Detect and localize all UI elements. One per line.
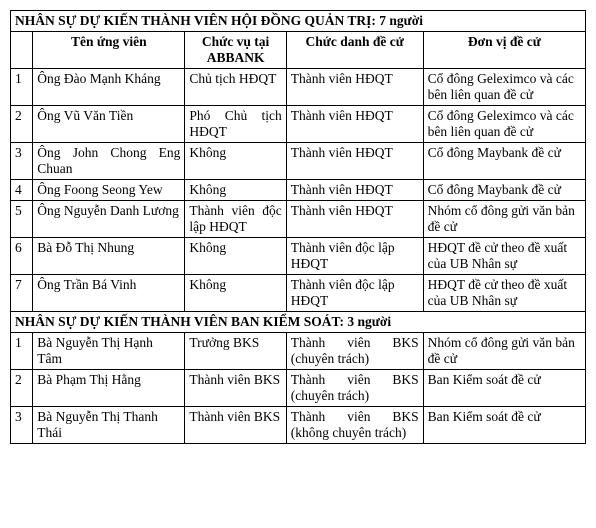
table-row: 2Bà Phạm Thị HằngThành viên BKSThành viê…: [11, 370, 586, 407]
cell-unit: HĐQT đề cử theo đề xuất của UB Nhân sự: [423, 238, 585, 275]
col-position-header: Chức vụ tại ABBANK: [185, 32, 286, 69]
col-name-header: Tên ứng viên: [33, 32, 185, 69]
cell-title: Thành viên HĐQT: [286, 106, 423, 143]
section2-header: NHÂN SỰ DỰ KIẾN THÀNH VIÊN BAN KIỂM SOÁT…: [11, 312, 586, 333]
cell-name: Ông Vũ Văn Tiền: [33, 106, 185, 143]
cell-name: Ông Trần Bá Vinh: [33, 275, 185, 312]
table-row: 1Bà Nguyễn Thị Hạnh TâmTrưởng BKSThành v…: [11, 333, 586, 370]
cell-position: Không: [185, 238, 286, 275]
cell-title: Thành viên HĐQT: [286, 180, 423, 201]
col-unit-header: Đơn vị đề cử: [423, 32, 585, 69]
cell-num: 6: [11, 238, 33, 275]
table-row: 6Bà Đỗ Thị NhungKhôngThành viên độc lập …: [11, 238, 586, 275]
cell-num: 3: [11, 143, 33, 180]
cell-name: Ông John Chong Eng Chuan: [33, 143, 185, 180]
cell-unit: Cổ đông Geleximco và các bên liên quan đ…: [423, 106, 585, 143]
cell-num: 2: [11, 106, 33, 143]
cell-title: Thành viên BKS (chuyên trách): [286, 370, 423, 407]
cell-position: Không: [185, 180, 286, 201]
cell-title: Thành viên độc lập HĐQT: [286, 275, 423, 312]
cell-unit: Cổ đông Maybank đề cử: [423, 180, 585, 201]
cell-name: Bà Phạm Thị Hằng: [33, 370, 185, 407]
table-row: 4Ông Foong Seong YewKhôngThành viên HĐQT…: [11, 180, 586, 201]
cell-title: Thành viên HĐQT: [286, 143, 423, 180]
cell-unit: Nhóm cổ đông gửi văn bản đề cử: [423, 333, 585, 370]
cell-num: 2: [11, 370, 33, 407]
section1-header-row: NHÂN SỰ DỰ KIẾN THÀNH VIÊN HỘI ĐỒNG QUẢN…: [11, 11, 586, 32]
cell-unit: HĐQT đề cử theo đề xuất của UB Nhân sự: [423, 275, 585, 312]
table-row: 7Ông Trần Bá VinhKhôngThành viên độc lập…: [11, 275, 586, 312]
cell-name: Bà Đỗ Thị Nhung: [33, 238, 185, 275]
cell-position: Phó Chủ tịch HĐQT: [185, 106, 286, 143]
cell-position: Không: [185, 143, 286, 180]
cell-unit: Ban Kiểm soát đề cử: [423, 407, 585, 444]
cell-num: 3: [11, 407, 33, 444]
table-row: 3Bà Nguyễn Thị Thanh TháiThành viên BKST…: [11, 407, 586, 444]
cell-title: Thành viên HĐQT: [286, 201, 423, 238]
table-row: 5Ông Nguyễn Danh LươngThành viên độc lập…: [11, 201, 586, 238]
cell-position: Chủ tịch HĐQT: [185, 69, 286, 106]
cell-unit: Nhóm cổ đông gửi văn bản đề cử: [423, 201, 585, 238]
cell-unit: Cổ đông Maybank đề cử: [423, 143, 585, 180]
cell-name: Ông Nguyễn Danh Lương: [33, 201, 185, 238]
cell-title: Thành viên độc lập HĐQT: [286, 238, 423, 275]
cell-name: Ông Foong Seong Yew: [33, 180, 185, 201]
column-header-row: Tên ứng viênChức vụ tại ABBANKChức danh …: [11, 32, 586, 69]
cell-num: 4: [11, 180, 33, 201]
cell-position: Thành viên độc lập HĐQT: [185, 201, 286, 238]
table-row: 2Ông Vũ Văn TiềnPhó Chủ tịch HĐQTThành v…: [11, 106, 586, 143]
cell-name: Bà Nguyễn Thị Thanh Thái: [33, 407, 185, 444]
cell-num: 1: [11, 69, 33, 106]
cell-position: Không: [185, 275, 286, 312]
cell-unit: Ban Kiểm soát đề cử: [423, 370, 585, 407]
cell-name: Ông Đào Mạnh Kháng: [33, 69, 185, 106]
cell-position: Thành viên BKS: [185, 370, 286, 407]
section1-header: NHÂN SỰ DỰ KIẾN THÀNH VIÊN HỘI ĐỒNG QUẢN…: [11, 11, 586, 32]
cell-title: Thành viên BKS (chuyên trách): [286, 333, 423, 370]
col-title-header: Chức danh đề cử: [286, 32, 423, 69]
cell-position: Thành viên BKS: [185, 407, 286, 444]
cell-num: 1: [11, 333, 33, 370]
table-row: 3Ông John Chong Eng ChuanKhôngThành viên…: [11, 143, 586, 180]
cell-title: Thành viên HĐQT: [286, 69, 423, 106]
cell-position: Trưởng BKS: [185, 333, 286, 370]
cell-unit: Cổ đông Geleximco và các bên liên quan đ…: [423, 69, 585, 106]
cell-num: 7: [11, 275, 33, 312]
col-num-header: [11, 32, 33, 69]
cell-name: Bà Nguyễn Thị Hạnh Tâm: [33, 333, 185, 370]
table-row: 1Ông Đào Mạnh KhángChủ tịch HĐQTThành vi…: [11, 69, 586, 106]
cell-title: Thành viên BKS (không chuyên trách): [286, 407, 423, 444]
cell-num: 5: [11, 201, 33, 238]
personnel-table: NHÂN SỰ DỰ KIẾN THÀNH VIÊN HỘI ĐỒNG QUẢN…: [10, 10, 586, 444]
section2-header-row: NHÂN SỰ DỰ KIẾN THÀNH VIÊN BAN KIỂM SOÁT…: [11, 312, 586, 333]
